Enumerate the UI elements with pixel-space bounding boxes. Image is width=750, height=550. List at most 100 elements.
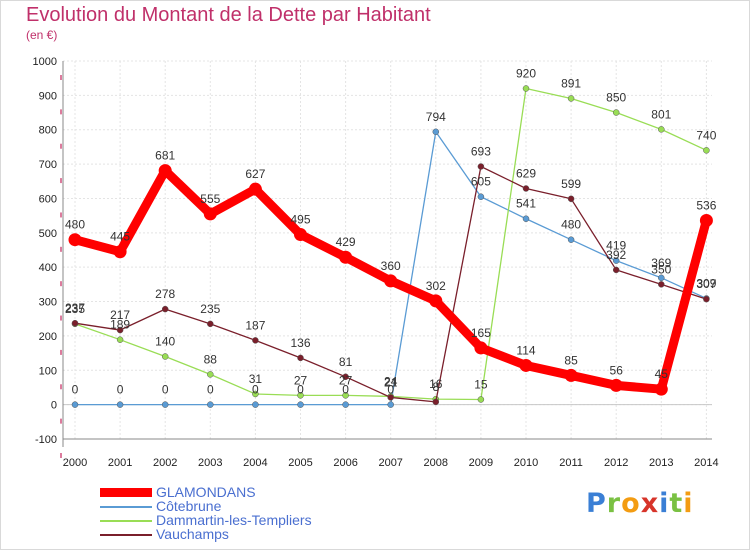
data-point	[294, 228, 307, 242]
data-point	[68, 233, 82, 247]
x-tick-label: 2013	[649, 457, 673, 469]
data-label: 27	[294, 373, 308, 387]
data-label: 419	[606, 239, 626, 253]
y-tick-label: 600	[39, 193, 57, 205]
data-point	[297, 354, 304, 362]
data-label: 136	[290, 336, 310, 350]
data-point	[248, 182, 262, 196]
logo-letter: P	[586, 488, 607, 519]
y-tick-label: 200	[39, 331, 57, 343]
y-tick-label: 1000	[33, 56, 57, 68]
data-label: 235	[65, 302, 85, 316]
data-point	[116, 326, 124, 334]
data-point	[567, 195, 575, 203]
data-point	[609, 378, 623, 392]
data-label: 0	[162, 383, 169, 397]
legend-label: Vauchamps	[156, 526, 229, 542]
chart-title: Evolution du Montant de la Dette par Hab…	[26, 4, 431, 26]
proxiti-logo: Proxiti	[586, 488, 694, 519]
data-point	[207, 320, 214, 328]
data-label: 8	[432, 380, 439, 394]
data-label: 45	[655, 367, 669, 381]
data-label: 114	[516, 343, 535, 357]
data-label: 140	[155, 335, 175, 349]
data-label: 445	[110, 230, 130, 244]
legend-label: Dammartin-les-Templiers	[156, 512, 312, 528]
y-tick-label: 0	[51, 400, 57, 412]
data-point	[429, 294, 443, 308]
data-label: 15	[474, 377, 488, 391]
data-point	[161, 353, 169, 360]
data-label: 189	[110, 318, 130, 332]
data-label: 536	[696, 198, 716, 212]
legend-label: GLAMONDANS	[156, 484, 256, 500]
x-tick-label: 2004	[243, 457, 267, 469]
data-label: 599	[561, 177, 581, 191]
legend-swatch	[100, 488, 152, 497]
data-point	[342, 401, 349, 408]
data-label: 740	[696, 128, 716, 142]
data-label: 627	[245, 167, 265, 181]
data-point	[203, 207, 217, 221]
x-tick-label: 2009	[469, 457, 493, 469]
data-label: 88	[204, 352, 218, 366]
data-label: 85	[564, 353, 578, 367]
y-tick-label: 700	[39, 159, 57, 171]
data-point	[612, 266, 620, 274]
data-point	[658, 126, 665, 133]
y-tick-label: -100	[35, 434, 57, 446]
data-point	[477, 396, 485, 403]
data-label: 555	[200, 192, 220, 206]
data-label: 605	[471, 175, 491, 189]
data-label: 891	[561, 76, 581, 90]
logo-letter: r	[606, 488, 622, 519]
data-point	[158, 164, 172, 178]
data-label: 850	[606, 91, 626, 105]
data-point	[522, 185, 530, 192]
data-point	[297, 401, 304, 408]
data-point	[342, 392, 349, 399]
data-label: 350	[651, 262, 671, 276]
data-label: 16	[429, 377, 443, 391]
data-point	[658, 274, 665, 282]
logo-letter: o	[621, 488, 641, 519]
data-point	[71, 319, 79, 327]
data-label: 21	[384, 375, 398, 389]
data-point	[703, 147, 710, 154]
data-point	[71, 401, 79, 408]
data-point	[116, 401, 124, 408]
data-point	[207, 371, 214, 378]
data-point	[161, 305, 169, 313]
data-point	[519, 358, 533, 372]
data-point	[699, 213, 713, 227]
data-label: 495	[290, 213, 310, 227]
data-label: 392	[606, 248, 626, 262]
data-label: 56	[610, 363, 624, 377]
data-point	[252, 390, 259, 398]
x-tick-label: 2008	[424, 457, 448, 469]
data-point	[387, 401, 394, 408]
x-tick-label: 2006	[333, 457, 357, 469]
data-label: 0	[342, 383, 349, 397]
logo-letter: i	[683, 488, 694, 519]
legend-label: Côtebrune	[156, 498, 222, 514]
data-label: 429	[336, 235, 356, 249]
data-point	[116, 336, 124, 343]
data-label: 0	[387, 383, 394, 397]
x-tick-label: 2001	[108, 457, 132, 469]
data-point	[522, 85, 530, 92]
data-label: 794	[426, 110, 446, 124]
data-point	[612, 257, 620, 264]
data-label: 302	[426, 279, 446, 293]
data-label: 0	[72, 383, 79, 397]
data-point	[612, 109, 620, 116]
x-tick-label: 2010	[514, 457, 538, 469]
data-label: 541	[516, 197, 536, 211]
data-label: 217	[110, 308, 130, 322]
data-point	[522, 215, 530, 222]
data-label: 27	[339, 373, 353, 387]
data-point	[384, 274, 398, 288]
logo-letter: x	[640, 488, 660, 519]
y-tick-label: 800	[39, 125, 57, 137]
data-label: 0	[207, 383, 214, 397]
